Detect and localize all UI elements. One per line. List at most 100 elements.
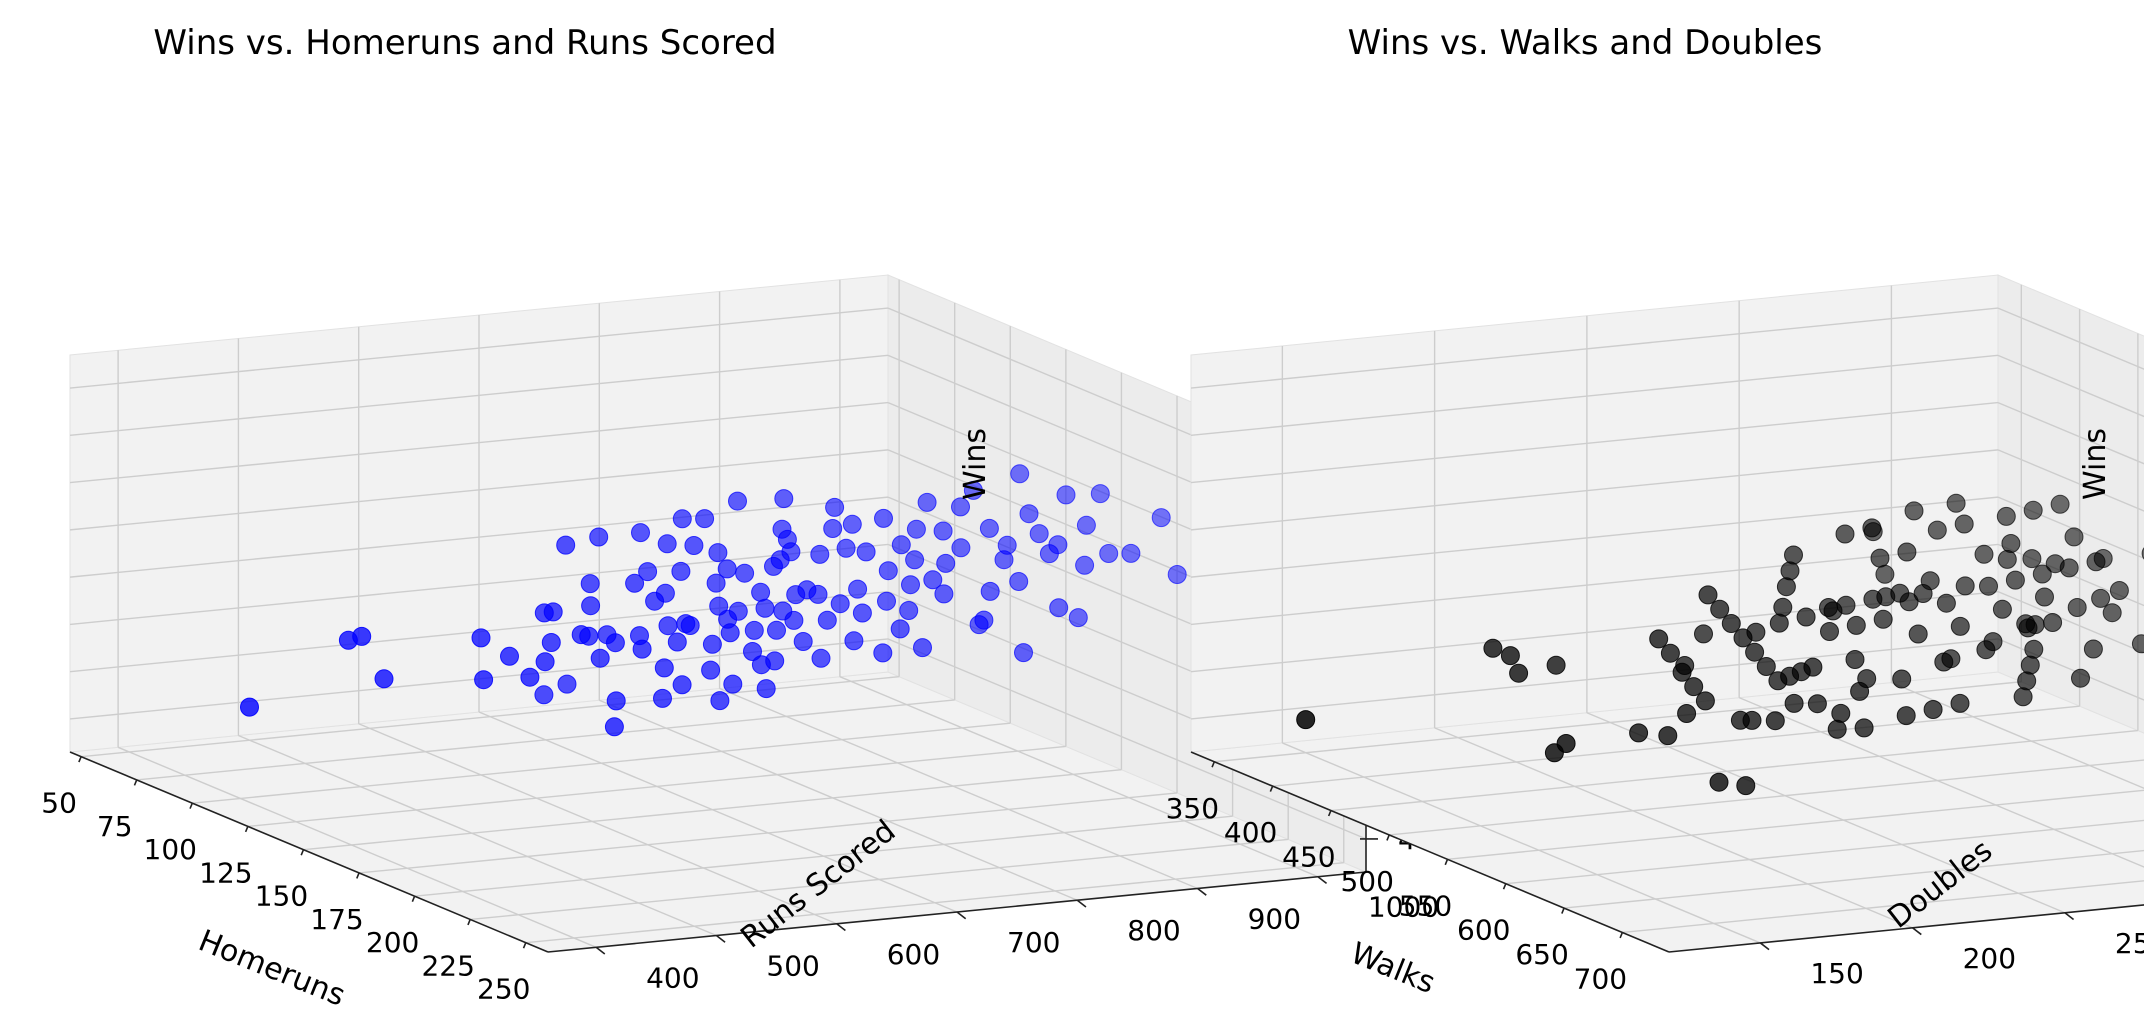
data-point xyxy=(1649,629,1669,649)
data-point xyxy=(657,534,677,554)
data-point xyxy=(1784,693,1804,713)
x-tick xyxy=(300,849,305,856)
data-point xyxy=(2102,603,2122,623)
data-point xyxy=(606,691,626,711)
data-point xyxy=(1721,614,1741,633)
data-point xyxy=(735,563,755,583)
x-tick xyxy=(1269,785,1274,792)
data-point xyxy=(557,674,577,694)
grid-line-z xyxy=(1997,307,2144,370)
data-point xyxy=(810,544,830,564)
x-tick-label: 450 xyxy=(1282,841,1335,874)
data-point xyxy=(2071,668,2090,688)
data-point xyxy=(1296,710,1316,730)
data-point xyxy=(994,550,1014,570)
grid-line-x xyxy=(1389,759,2144,836)
grid-line-x xyxy=(1505,819,2144,885)
data-point xyxy=(701,660,721,680)
data-point xyxy=(1954,514,1974,534)
x-tick xyxy=(356,872,360,879)
grid-line-z xyxy=(69,496,889,578)
data-point xyxy=(1827,719,1847,739)
x-tick xyxy=(1211,761,1216,768)
data-point xyxy=(756,679,776,699)
data-point xyxy=(856,542,876,562)
data-point xyxy=(1807,694,1827,714)
data-point xyxy=(1854,718,1874,738)
data-point xyxy=(1709,772,1729,792)
data-point xyxy=(2023,500,2043,520)
data-point xyxy=(751,582,771,602)
data-point xyxy=(755,598,775,618)
grid-line-y xyxy=(478,711,958,913)
grid-line-x xyxy=(1622,880,2144,934)
data-point xyxy=(1897,542,1917,562)
data-point xyxy=(672,675,692,695)
grid-line-z xyxy=(1190,590,1999,673)
data-point xyxy=(1979,576,1998,596)
x-tick-label: 650 xyxy=(1515,938,1568,971)
data-point xyxy=(2022,549,2042,569)
grid-line-z xyxy=(69,449,889,531)
data-point xyxy=(2018,618,2038,638)
data-point xyxy=(878,561,898,581)
data-point xyxy=(571,625,591,645)
grid-line-z xyxy=(1997,449,2144,512)
grid-line-y xyxy=(1282,742,1761,944)
y-tick xyxy=(1317,876,1328,885)
x-tick-label: 225 xyxy=(421,949,474,982)
data-point xyxy=(784,610,804,630)
data-point xyxy=(842,514,862,534)
data-point xyxy=(2013,687,2033,707)
y-tick-label: 700 xyxy=(1007,926,1060,959)
data-point xyxy=(891,535,911,555)
y-tick-label: 1000 xyxy=(1368,891,1439,924)
data-point xyxy=(2109,581,2129,600)
data-point xyxy=(1769,613,1789,633)
data-point xyxy=(913,638,932,658)
data-point xyxy=(2067,598,2087,617)
x-tick xyxy=(1444,859,1449,866)
data-point xyxy=(1500,646,1520,666)
data-point xyxy=(1019,504,1039,524)
data-point xyxy=(590,648,610,668)
data-point xyxy=(632,639,652,659)
y-tick xyxy=(1759,942,1770,951)
data-point xyxy=(1831,703,1851,723)
data-point xyxy=(906,519,926,539)
data-point xyxy=(2091,588,2111,608)
y-tick xyxy=(595,946,606,955)
data-point xyxy=(1776,577,1796,597)
data-point xyxy=(1997,549,2017,569)
data-point xyxy=(1796,607,1816,627)
data-point xyxy=(917,492,937,512)
grid-line-y xyxy=(1586,712,2066,914)
data-point xyxy=(2017,671,2037,691)
chart-panel-homeruns: Wins vs. Homeruns and Runs Scored 50 75 10… xyxy=(41,23,1451,1014)
grid-line-z xyxy=(69,543,889,626)
grid-line-x xyxy=(1330,729,2138,812)
data-point xyxy=(1950,693,1970,713)
data-point xyxy=(1863,589,1883,609)
data-point xyxy=(873,643,893,663)
data-point xyxy=(2064,527,2084,547)
data-point xyxy=(556,535,576,555)
data-point xyxy=(1068,608,1088,628)
data-point xyxy=(951,538,971,558)
x-tick xyxy=(411,895,416,902)
grid-line-z xyxy=(1190,354,1999,437)
y-tick-label: 150 xyxy=(1810,957,1863,990)
data-point xyxy=(625,573,645,593)
data-point xyxy=(1892,669,1912,689)
x-tick-label: 75 xyxy=(97,810,133,843)
data-point xyxy=(1846,615,1866,635)
x-tick-label: 600 xyxy=(1457,914,1510,947)
data-point xyxy=(1976,640,1996,660)
axis-lines xyxy=(1190,751,2144,953)
data-point xyxy=(899,601,919,620)
data-point xyxy=(772,519,792,539)
data-point xyxy=(1677,704,1697,723)
data-point xyxy=(374,669,394,689)
x-tick-label: 500 xyxy=(1340,865,1393,898)
data-point xyxy=(1483,638,1503,658)
